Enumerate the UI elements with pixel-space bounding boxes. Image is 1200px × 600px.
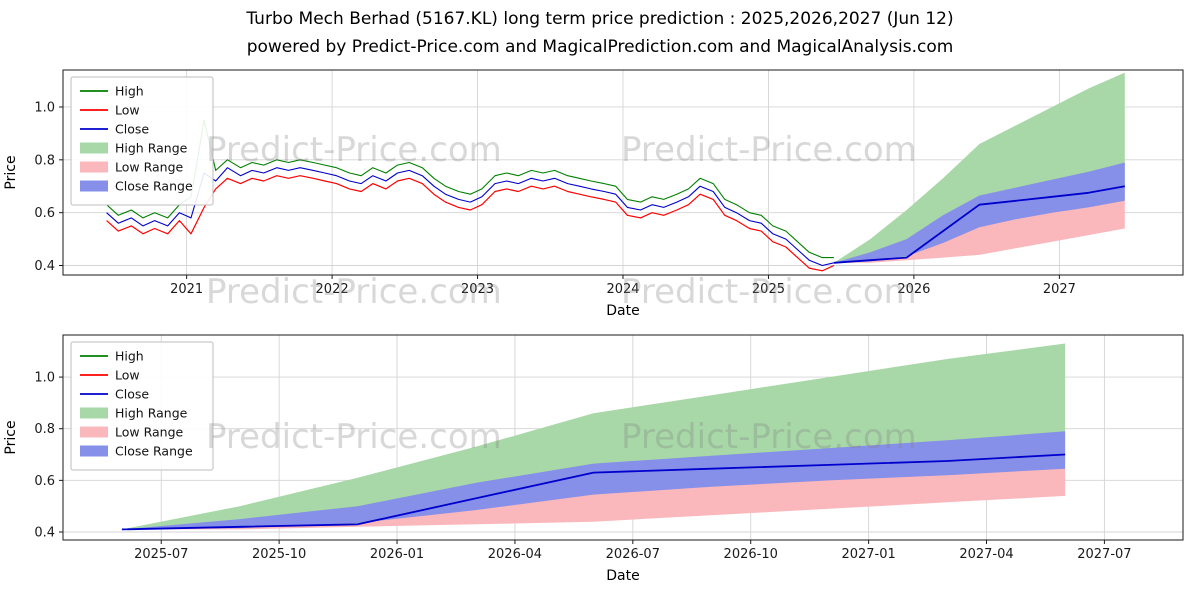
- chart-subtitle: powered by Predict-Price.com and Magical…: [246, 37, 954, 57]
- high-range-legend-swatch: [80, 407, 108, 419]
- y-axis-title: Price: [3, 420, 19, 454]
- legend: High Low Close High Range Low Range Close Ran…: [70, 76, 214, 206]
- close-forecast-line: [833, 185, 1125, 264]
- legend: High Low Close High Range Low Range Close Ran…: [70, 341, 214, 471]
- y-axis-title: Price: [3, 155, 19, 189]
- x-tick-label: 2026-07: [606, 547, 660, 562]
- chart-title: Turbo Mech Berhad (5167.KL) long term pr…: [246, 9, 954, 29]
- y-tick-label: 0.8: [34, 422, 55, 437]
- legend-label: Close Range: [115, 444, 193, 459]
- legend-label: Low: [115, 103, 140, 118]
- legend-label: Close Range: [115, 179, 193, 194]
- y-axis: 0.4 0.6 0.8 1.0: [34, 371, 63, 540]
- x-tick-label: 2026-01: [370, 547, 424, 562]
- legend-label: High: [115, 349, 144, 364]
- x-tick-label: 2027-07: [1077, 547, 1131, 562]
- y-tick-label: 0.6: [34, 474, 55, 489]
- close-range-legend-swatch: [80, 445, 108, 457]
- y-tick-label: 1.0: [34, 100, 55, 115]
- legend-label: Low Range: [115, 425, 184, 440]
- x-tick-label: 2025-07: [134, 547, 188, 562]
- legend-label: Close: [115, 122, 149, 137]
- close-line: [106, 167, 835, 267]
- close-range-band: [121, 431, 1066, 530]
- y-tick-label: 0.4: [34, 259, 55, 274]
- x-tick-label: 2025-10: [252, 547, 306, 562]
- x-tick-label: 2027-01: [841, 547, 895, 562]
- y-axis: 0.4 0.6 0.8 1.0: [34, 100, 63, 274]
- forecast-detail-chart: 2025-07 2025-10 2026-01 2026-04 2026-07 2026-…: [3, 334, 1184, 584]
- y-tick-label: 1.0: [34, 371, 55, 386]
- low-range-legend-swatch: [80, 161, 108, 173]
- x-tick-label: 2026: [897, 282, 930, 297]
- x-axis-title: Date: [606, 303, 639, 319]
- y-tick-label: 0.4: [34, 525, 55, 540]
- y-tick-label: 0.6: [34, 206, 55, 221]
- x-tick-label: 2023: [461, 282, 494, 297]
- x-tick-label: 2027: [1043, 282, 1076, 297]
- x-tick-label: 2027-04: [959, 547, 1013, 562]
- legend-label: High Range: [115, 406, 188, 421]
- high-range-legend-swatch: [80, 142, 108, 154]
- legend-label: Low Range: [115, 160, 184, 175]
- legend-label: Low: [115, 368, 140, 383]
- high-range-band: [121, 343, 1066, 530]
- x-tick-label: 2026-10: [724, 547, 778, 562]
- x-axis-title: Date: [606, 568, 639, 584]
- legend-label: High Range: [115, 141, 188, 156]
- close-forecast-line: [121, 453, 1066, 531]
- x-tick-label: 2025: [752, 282, 785, 297]
- legend-label: High: [115, 84, 144, 99]
- x-tick-label: 2021: [170, 282, 203, 297]
- x-axis: 2025-07 2025-10 2026-01 2026-04 2026-07 2026-…: [134, 540, 1132, 562]
- x-tick-label: 2022: [316, 282, 349, 297]
- close-range-band: [833, 162, 1125, 263]
- low-range-legend-swatch: [80, 426, 108, 438]
- x-axis: 2021 2022 2023 2024 2025 2026 2027: [170, 275, 1076, 297]
- x-tick-label: 2026-04: [488, 547, 542, 562]
- history-forecast-chart: 2021 2022 2023 2024 2025 2026 2027 0.4 0.6 0.8 1.0…: [3, 69, 1184, 319]
- close-range-legend-swatch: [80, 180, 108, 192]
- y-tick-label: 0.8: [34, 153, 55, 168]
- plot-border: [62, 334, 1184, 541]
- x-tick-label: 2024: [606, 282, 639, 297]
- legend-label: Close: [115, 387, 149, 402]
- low-line: [106, 175, 835, 272]
- high-line: [106, 119, 834, 259]
- high-range-band: [833, 72, 1125, 263]
